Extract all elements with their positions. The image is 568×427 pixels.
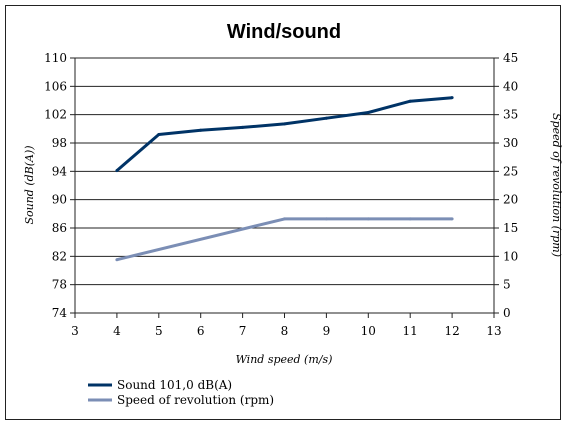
series-1-point [115,169,119,173]
y-right-tick-label: 45 [503,51,518,65]
y-left-tick-label: 106 [44,79,67,93]
x-tick-label: 6 [197,324,205,338]
axes: 7478828690949810210611005101520253035404… [44,51,518,338]
series-2-point [408,217,412,221]
y-left-tick-label: 98 [52,136,67,150]
x-axis-label: Wind speed (m/s) [236,353,333,366]
y-left-tick-label: 86 [52,221,67,235]
y-left-tick-label: 110 [44,51,67,65]
y-right-tick-label: 40 [503,79,518,93]
x-tick-label: 8 [281,324,289,338]
y-left-tick-label: 90 [52,193,67,207]
series-1-point [283,122,286,126]
series-1-point [408,99,412,103]
y-left-tick-label: 78 [52,278,67,292]
series-2-point [450,217,454,221]
series-1-point [450,96,454,100]
series-2-point [324,217,328,221]
series-2-point [283,217,286,221]
y-right-tick-label: 15 [503,221,518,235]
y-right-tick-label: 25 [503,164,518,178]
legend-label-2: Speed of revolution (rpm) [117,393,274,407]
y-axis-right-label: Speed of revolution (rpm) [550,113,563,257]
y-left-tick-label: 94 [52,164,68,178]
y-left-tick-label: 82 [52,249,67,263]
y-right-tick-label: 5 [503,278,511,292]
chart-title: Wind/sound [227,21,341,43]
legend-label-1: Sound 101,0 dB(A) [117,378,232,392]
x-tick-label: 5 [155,324,163,338]
series-1-point [241,125,245,129]
y-right-tick-label: 35 [503,108,518,122]
series-1-point [324,116,328,120]
x-tick-label: 4 [113,324,121,338]
x-tick-label: 12 [444,324,459,338]
x-tick-label: 11 [403,324,418,338]
series-line-2 [116,217,453,262]
y-left-tick-label: 102 [44,108,67,122]
y-axis-left-label: Sound (dB(A)) [23,145,36,224]
chart-frame [5,5,561,420]
x-tick-label: 7 [239,324,247,338]
x-tick-label: 10 [361,324,376,338]
x-tick-label: 13 [486,324,501,338]
series-1-point [157,133,161,136]
y-right-tick-label: 20 [503,193,518,207]
y-left-tick-label: 74 [52,306,68,320]
series-2-point [115,258,119,262]
series-layer [115,96,454,262]
series-1-point [366,111,370,115]
y-right-tick-label: 30 [503,136,518,150]
series-1-point [199,128,203,132]
series-line-1 [115,96,453,172]
gridlines [75,57,494,286]
legend: Sound 101,0 dB(A)Speed of revolution (rp… [88,378,274,407]
y-right-tick-label: 0 [503,306,511,320]
x-tick-label: 3 [71,324,79,338]
x-tick-label: 9 [323,324,331,338]
y-right-tick-label: 10 [503,249,518,263]
series-2-point [366,217,370,221]
